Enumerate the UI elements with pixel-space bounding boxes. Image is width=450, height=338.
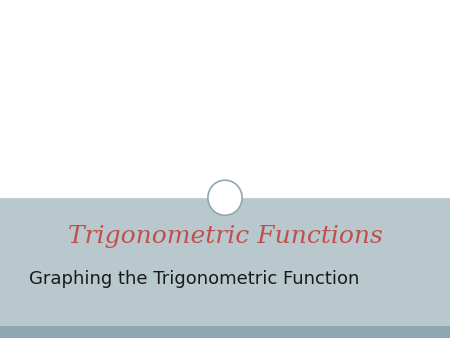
Text: Graphing the Trigonometric Function: Graphing the Trigonometric Function (29, 270, 360, 288)
Ellipse shape (208, 180, 242, 215)
Bar (0, 198, 450, 326)
Text: Trigonometric Functions: Trigonometric Functions (68, 225, 382, 248)
Bar (0, 326, 450, 338)
Bar (0, 0, 450, 198)
